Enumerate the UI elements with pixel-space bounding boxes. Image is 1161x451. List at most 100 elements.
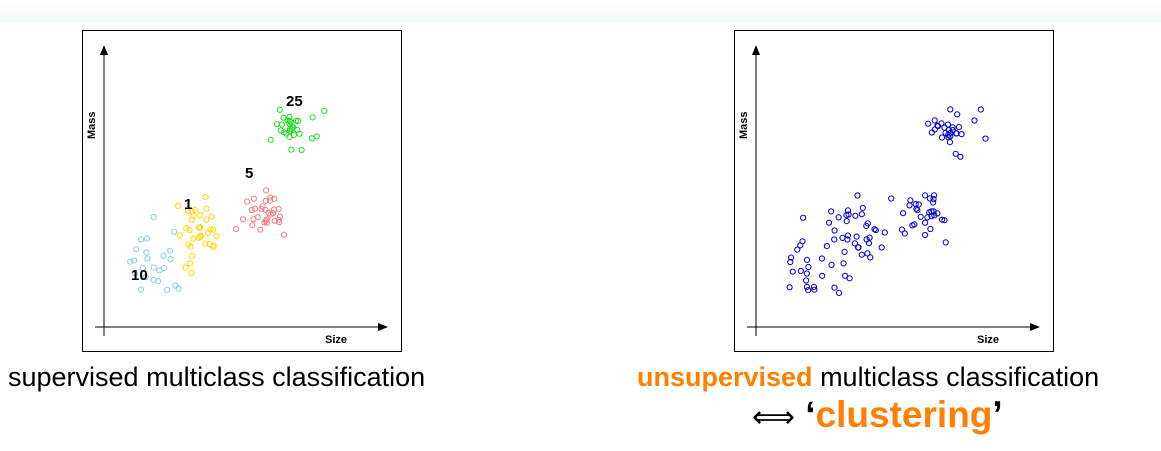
unlabeled-point: [878, 244, 885, 251]
unlabeled-point: [953, 130, 960, 137]
class-1-point: [185, 241, 192, 248]
class-1-point: [183, 225, 190, 232]
class-10-point: [156, 267, 163, 274]
unlabeled-point: [853, 233, 860, 240]
class-5-point: [270, 206, 277, 213]
unlabeled-point: [938, 134, 946, 141]
unlabeled-point: [823, 243, 831, 250]
unlabeled-point: [930, 196, 937, 203]
class-25-point: [287, 119, 294, 126]
unlabeled-point: [841, 248, 848, 255]
unlabeled-point: [888, 195, 895, 202]
unlabeled-point: [952, 150, 959, 157]
unlabeled-point: [931, 212, 938, 219]
class-1-point: [210, 243, 217, 250]
class-1-point: [210, 226, 217, 233]
class-5-point: [263, 219, 270, 226]
y-axis-label: Mass: [738, 111, 750, 139]
class-10-point: [127, 258, 134, 265]
clustering-equivalence: ⟺ ‘clustering’: [752, 394, 1003, 436]
unlabeled-point: [977, 106, 984, 113]
unlabeled-point: [805, 263, 812, 271]
quote-close: ’: [992, 394, 1003, 435]
class-10-point: [143, 249, 150, 256]
class-1-point: [185, 207, 192, 214]
unlabeled-point: [901, 230, 908, 237]
class-1-point: [204, 229, 212, 236]
class-1-point: [188, 269, 195, 277]
unlabeled-point: [926, 209, 933, 216]
clustering-word: clustering: [815, 394, 993, 435]
unlabeled-point: [854, 192, 861, 199]
unlabeled-point: [930, 208, 937, 215]
unlabeled-point: [810, 283, 818, 290]
unlabeled-point: [819, 272, 826, 279]
class-10-point: [139, 264, 147, 272]
class-25-point: [286, 133, 293, 141]
class-25-point: [309, 114, 316, 121]
class-5-point: [263, 187, 270, 194]
unlabeled-point: [803, 256, 811, 263]
y-axis-arrowhead: [100, 45, 108, 55]
class-10-point: [137, 236, 145, 243]
class-25-point: [308, 135, 315, 142]
unlabeled-point: [872, 227, 879, 234]
class-5-point: [257, 226, 264, 233]
class-10-point: [142, 273, 149, 281]
class-25-point: [313, 133, 320, 140]
caption-rest: multiclass classification: [812, 362, 1100, 392]
unlabeled-point: [954, 111, 961, 118]
unlabeled-point: [915, 201, 922, 208]
class-5-point: [249, 222, 256, 229]
class-25-point: [321, 107, 328, 115]
class-1-point: [196, 224, 203, 231]
class-5-point: [267, 211, 274, 218]
unlabeled-point: [825, 219, 833, 226]
class-10-point: [131, 270, 139, 277]
class-5-point: [280, 231, 288, 238]
x-axis-label: Size: [977, 334, 999, 346]
class-1-point: [187, 260, 194, 267]
class-5-point: [251, 205, 258, 212]
unlabeled-point: [866, 234, 873, 241]
unlabeled-points: [786, 106, 989, 296]
unlabeled-point: [835, 214, 842, 221]
unlabeled-point: [957, 153, 964, 160]
class-10-point: [167, 256, 174, 263]
unlabeled-point: [803, 270, 810, 277]
unlabeled-point: [906, 202, 913, 209]
unlabeled-point: [922, 219, 929, 226]
class-label-5: 5: [245, 165, 253, 182]
unlabeled-point: [803, 283, 811, 290]
unlabeled-point: [912, 201, 919, 208]
unlabeled-point: [928, 129, 935, 136]
class-1-point: [203, 216, 210, 223]
class-10-point: [167, 247, 174, 254]
class-1-point: [192, 207, 199, 214]
unlabeled-point: [831, 284, 838, 291]
unsupervised-word: unsupervised: [637, 362, 813, 392]
class-10-point: [138, 286, 145, 293]
class-label-25: 25: [286, 93, 303, 110]
supervised-caption: supervised multiclass classification: [8, 362, 426, 392]
class-10-point: [150, 214, 157, 221]
class-10-point: [143, 235, 151, 242]
unlabeled-point: [835, 289, 843, 296]
unlabeled-point: [797, 242, 804, 249]
class-10-point: [150, 264, 157, 271]
unlabeled-point: [789, 268, 796, 275]
unlabeled-point: [843, 218, 850, 225]
class-10-point: [144, 255, 151, 262]
unlabeled-point: [858, 211, 865, 218]
class-10-point: [171, 228, 178, 235]
unlabeled-point: [931, 192, 938, 199]
class-5-point: [244, 198, 251, 205]
unlabeled-point: [941, 124, 948, 131]
unlabeled-point: [842, 272, 849, 279]
unlabeled-point: [859, 204, 866, 211]
class-25-point: [288, 146, 295, 153]
unlabeled-point: [922, 192, 929, 199]
unlabeled-point: [803, 277, 810, 284]
unlabeled-point: [917, 213, 924, 220]
class-5-point: [275, 216, 282, 223]
